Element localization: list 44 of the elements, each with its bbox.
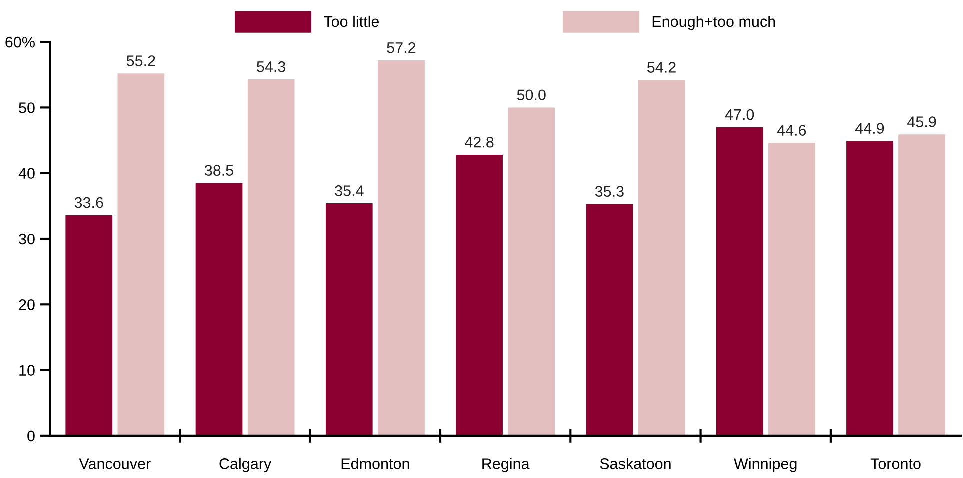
- y-tick-label: 40: [18, 168, 35, 180]
- data-label: 45.9: [908, 116, 936, 128]
- data-label: 57.2: [387, 42, 416, 54]
- x-tick-label: Edmonton: [342, 458, 410, 470]
- bar: [846, 141, 894, 436]
- bar: [586, 204, 634, 436]
- data-label: 44.6: [777, 125, 806, 136]
- bar: [66, 215, 113, 436]
- x-tick-label: Calgary: [220, 458, 272, 472]
- bar: [248, 79, 295, 436]
- bar: [118, 74, 165, 436]
- x-tick-label: Regina: [482, 458, 530, 472]
- bar: [196, 183, 243, 436]
- bar: [326, 204, 373, 436]
- x-tick-label: Toronto: [870, 458, 921, 470]
- data-label: 44.9: [855, 123, 884, 134]
- data-label: 47.0: [725, 109, 754, 120]
- bar: [716, 127, 764, 436]
- bar: [638, 80, 686, 436]
- data-label: 54.2: [647, 62, 676, 73]
- data-label: 50.0: [517, 90, 546, 101]
- x-tick-label: Vancouver: [79, 458, 151, 470]
- data-label: 35.3: [595, 186, 624, 198]
- data-label: 33.6: [74, 197, 104, 208]
- y-tick-label: 60%: [6, 36, 35, 48]
- bar: [508, 108, 556, 436]
- data-label: 42.8: [465, 136, 494, 148]
- bar: [768, 143, 816, 436]
- legend-label: Too little: [324, 16, 380, 28]
- x-tick-label: Saskatoon: [600, 458, 671, 470]
- y-tick-label: 50: [19, 102, 35, 114]
- bar: [378, 60, 425, 436]
- data-label: 54.3: [257, 61, 286, 72]
- y-tick-label: 10: [20, 365, 35, 376]
- legend-label: Enough+too much: [652, 16, 776, 30]
- data-label: 35.4: [335, 186, 364, 196]
- bar: [898, 134, 946, 436]
- y-tick-label: 0: [28, 430, 35, 442]
- y-tick-label: 30: [19, 234, 35, 245]
- data-label: 55.2: [126, 56, 156, 66]
- x-tick-label: Winnipeg: [734, 458, 797, 472]
- data-label: 38.5: [204, 165, 234, 176]
- y-tick-label: 20: [19, 300, 35, 310]
- bar: [456, 154, 503, 436]
